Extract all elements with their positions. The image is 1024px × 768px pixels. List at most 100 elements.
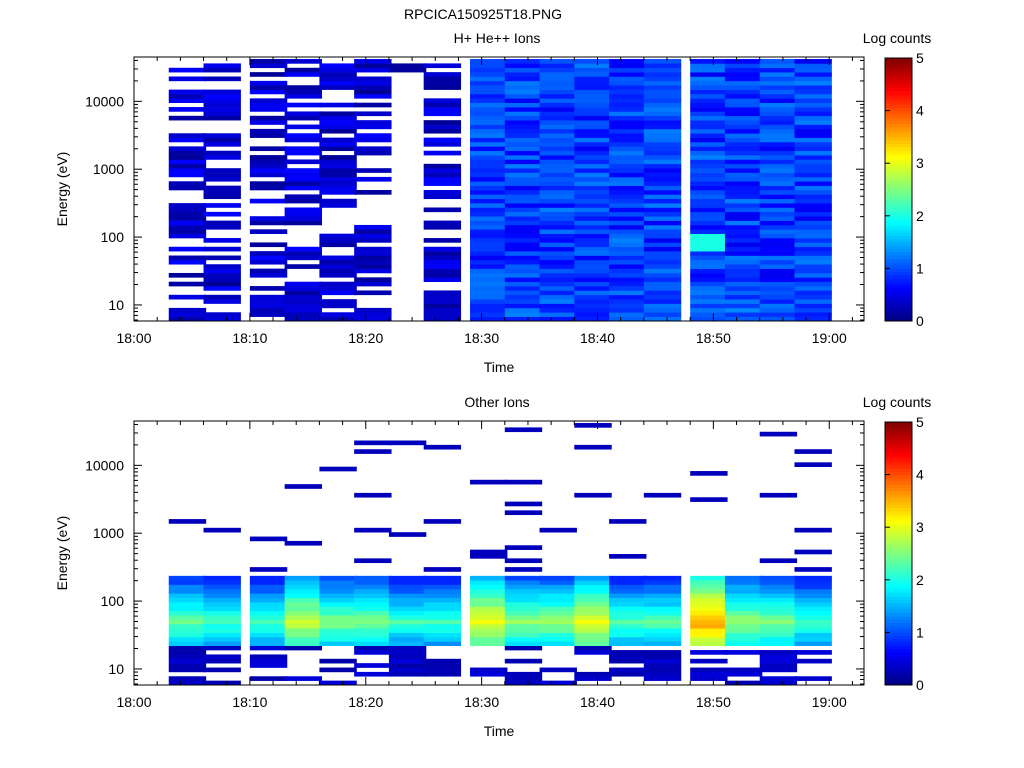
heatmap-cell — [690, 264, 728, 269]
heatmap-cell — [319, 255, 357, 261]
heatmap-cell — [574, 238, 612, 243]
heatmap-cell — [470, 216, 508, 221]
heatmap-cell — [643, 584, 682, 590]
heatmap-cell — [690, 497, 728, 502]
heatmap-cell — [759, 307, 798, 313]
heatmap-cell — [388, 575, 427, 581]
heatmap-cell — [690, 281, 728, 287]
colorbar-swatch — [885, 500, 912, 505]
heatmap-cell — [504, 111, 543, 117]
heatmap-cell — [354, 290, 392, 296]
heatmap-cell — [168, 259, 207, 265]
heatmap-cell — [574, 194, 612, 200]
heatmap-cell — [643, 72, 682, 77]
heatmap-cell — [690, 255, 728, 261]
colorbar-tick-label: 5 — [916, 50, 924, 66]
heatmap-cell — [319, 312, 357, 317]
heatmap-cell — [423, 580, 462, 585]
heatmap-cell — [690, 602, 728, 607]
colorbar-swatch — [885, 97, 912, 102]
heatmap-cell — [724, 67, 763, 73]
heatmap-cell — [423, 264, 462, 269]
heatmap-cell — [504, 163, 543, 169]
heatmap-cell — [759, 203, 798, 208]
heatmap-cell — [794, 63, 832, 69]
heatmap-cell — [249, 115, 288, 121]
heatmap-cell — [168, 519, 207, 524]
heatmap-cell — [643, 641, 682, 647]
heatmap-cell — [794, 67, 832, 73]
colorbar-swatch — [885, 586, 912, 591]
heatmap-cell — [470, 479, 508, 485]
heatmap-cell — [643, 146, 682, 152]
heatmap-cell — [249, 181, 288, 186]
heatmap-cell — [504, 316, 543, 322]
colorbar-swatch — [885, 583, 912, 587]
heatmap-cell — [609, 238, 647, 243]
colorbar-swatch — [885, 248, 912, 253]
heatmap-cell — [319, 115, 357, 121]
heatmap-cell — [539, 93, 577, 99]
heatmap-cell — [539, 636, 577, 642]
heatmap-cell — [470, 615, 508, 620]
colorbar-swatch — [885, 422, 912, 426]
heatmap-cell — [249, 286, 288, 291]
heatmap-cell — [794, 303, 832, 309]
heatmap-cell — [643, 255, 682, 261]
y-tick-label: 100 — [101, 593, 125, 609]
heatmap-cell — [168, 216, 207, 221]
heatmap-cell — [504, 168, 543, 173]
heatmap-cell — [284, 72, 323, 77]
colorbar-swatch — [885, 225, 912, 230]
heatmap-cell — [539, 224, 577, 230]
heatmap-cell — [249, 636, 288, 642]
colorbar-swatch — [885, 543, 912, 548]
heatmap-cell — [423, 107, 462, 112]
heatmap-cell — [319, 155, 357, 160]
heatmap-cell — [643, 259, 682, 265]
heatmap-cell — [168, 281, 207, 287]
heatmap-cell — [470, 93, 508, 99]
heatmap-cell — [724, 150, 763, 156]
colorbar-title: Log counts — [863, 394, 932, 410]
colorbar-tick-label: 2 — [916, 572, 924, 588]
heatmap-cell — [354, 102, 392, 108]
heatmap-cell — [794, 641, 832, 647]
heatmap-cell — [504, 176, 543, 182]
heatmap-cell — [423, 181, 462, 186]
heatmap-cell — [504, 610, 543, 616]
heatmap-cell — [354, 89, 392, 95]
x-tick-label: 18:40 — [580, 694, 615, 710]
colorbar-swatch — [885, 294, 912, 299]
heatmap-cell — [609, 606, 647, 612]
heatmap-cell — [609, 216, 647, 221]
heatmap-cell — [249, 259, 288, 265]
heatmap-cell — [539, 610, 577, 616]
colorbar-swatch — [885, 428, 912, 433]
heatmap-cell — [690, 615, 728, 620]
heatmap-cell — [168, 246, 207, 252]
heatmap-cell — [643, 663, 682, 668]
heatmap-cell — [574, 316, 612, 322]
heatmap-cell — [354, 588, 392, 594]
heatmap-cell — [609, 211, 647, 217]
heatmap-cell — [423, 85, 462, 90]
heatmap-cell — [609, 277, 647, 283]
heatmap-cell — [643, 268, 682, 274]
heatmap-cell — [423, 102, 462, 108]
heatmap-cell — [354, 641, 392, 647]
heatmap-cell — [539, 181, 577, 186]
heatmap-cell — [724, 619, 763, 625]
heatmap-cell — [609, 654, 647, 660]
heatmap-cell — [643, 658, 682, 664]
colorbar-swatch — [885, 487, 912, 492]
heatmap-cell — [470, 203, 508, 208]
heatmap-cell — [690, 146, 728, 152]
heatmap-cell — [168, 220, 207, 226]
heatmap-cell — [203, 597, 241, 603]
heatmap-cell — [539, 268, 577, 274]
colorbar-swatch — [885, 146, 912, 151]
heatmap-cell — [609, 80, 647, 86]
heatmap-cell — [470, 198, 508, 204]
heatmap-cell — [319, 233, 357, 239]
